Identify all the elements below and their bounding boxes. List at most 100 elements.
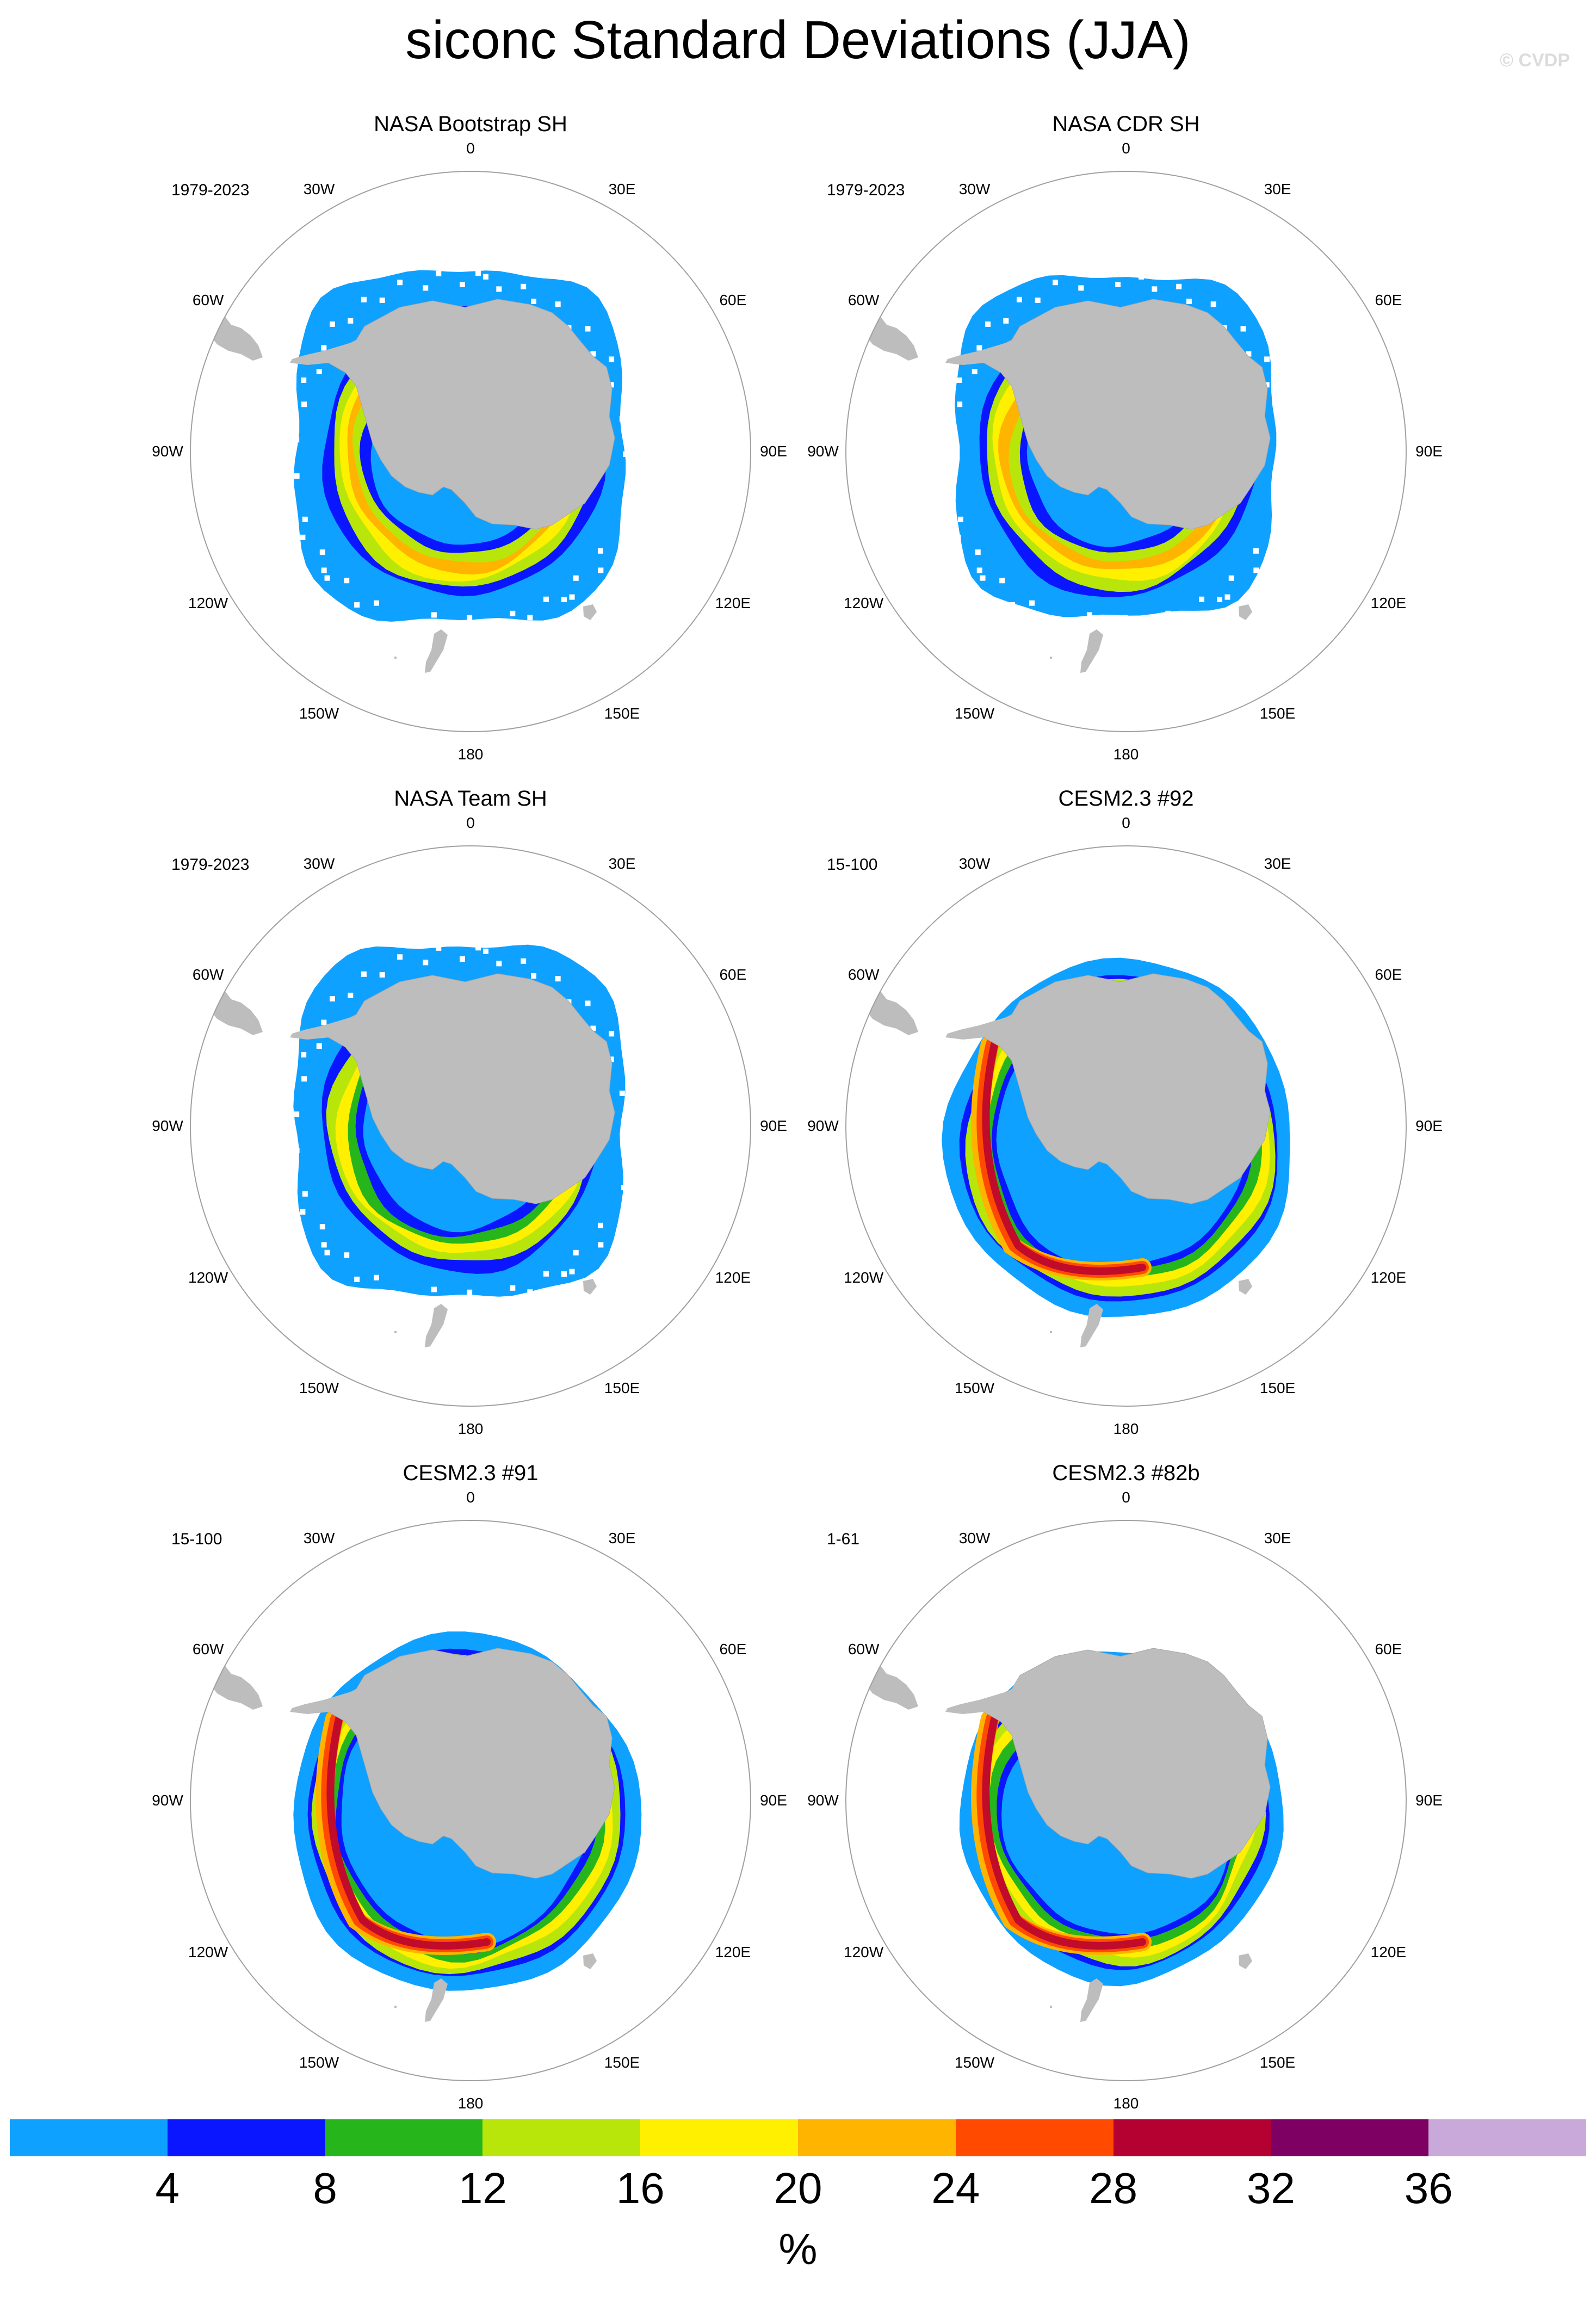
edge-gap [1286,474,1292,480]
edge-gap [569,594,575,600]
edge-gap [608,382,614,388]
antarctica-landmass [973,299,1271,530]
polar-map [845,845,1407,1407]
south-america-landmass [853,303,918,361]
island-landmass [394,657,397,659]
tasmania-landmass [1239,604,1252,620]
edge-gap [975,549,981,555]
longitude-label: 30E [1264,1529,1291,1547]
longitude-label: 60E [1375,291,1402,308]
edge-gap [608,1056,614,1062]
longitude-label: 0 [1122,140,1130,157]
edge-gap [1186,299,1192,305]
longitude-label: 90E [760,1117,787,1134]
antarctic-peninsula [945,1017,1006,1040]
edge-gap [300,534,306,540]
edge-gap [527,615,533,621]
edge-gap [1253,548,1259,554]
panel-period: 15-100 [171,1530,222,1548]
longitude-label: 120W [844,1269,884,1286]
panel-period: 15-100 [827,856,878,874]
edge-gap [619,416,625,422]
edge-gap [294,1111,300,1117]
edge-gap [1264,382,1270,388]
edge-gap [321,1019,327,1025]
edge-gap [555,301,561,307]
edge-gap [460,282,465,287]
panel-period: 1979-2023 [171,181,250,199]
longitude-label: 90W [152,443,183,460]
edge-gap [475,945,481,951]
colorbar-tick-label: 28 [1089,2164,1138,2212]
colorbar-tick-label: 36 [1404,2164,1453,2212]
edge-gap [609,1031,615,1037]
edge-gap [302,1191,308,1197]
edge-gap [939,420,945,426]
edge-gap [543,1271,549,1277]
edge-gap [635,498,641,504]
edge-gap [397,280,403,286]
map-panel: NASA CDR SH 1979-2023 0 30E 60E 90E 120E 150E 18… [772,112,1480,797]
polar-map [190,1520,751,2081]
edge-gap [361,296,367,302]
longitude-label: 30W [958,1529,991,1547]
south-america-landmass [197,978,263,1035]
longitude-label: 0 [466,140,475,157]
longitude-label: 90E [760,443,787,460]
edge-gap [573,575,579,581]
longitude-label: 0 [1122,814,1130,831]
edge-gap [354,1276,360,1282]
tasmania-landmass [583,1279,597,1295]
polar-map [845,171,1407,732]
edge-gap [1199,596,1204,602]
longitude-label: 30W [303,855,335,872]
edge-gap [1053,280,1059,286]
panel-period: 1979-2023 [827,181,905,199]
longitude-label: 150E [604,705,640,722]
map-panel: CESM2.3 #92 15-100 0 30E 60E 90E 120E 150E 180 15… [772,786,1480,1471]
figure-title: siconc Standard Deviations (JJA) [405,10,1191,70]
longitude-label: 120E [715,1269,751,1286]
edge-gap [598,567,604,573]
edge-gap [389,1296,395,1302]
polar-map [190,171,751,732]
longitude-label: 150E [604,1380,640,1397]
edge-gap [496,286,502,292]
longitude-label: 180 [457,746,484,763]
edge-gap [1176,283,1182,289]
map-content [197,270,647,673]
edge-gap [354,602,360,608]
antarctic-peninsula [945,343,1006,365]
longitude-label: 180 [1113,746,1139,763]
edge-gap [348,992,354,998]
longitude-label: 0 [466,814,475,831]
longitude-label: 30W [958,180,991,197]
edge-gap [281,1134,287,1140]
edge-gap [531,973,537,979]
edge-gap [324,575,330,581]
longitude-label: 30E [1264,180,1291,197]
edge-gap [621,510,627,516]
edge-gap [510,1285,516,1291]
new-zealand-landmass [425,629,448,673]
edge-gap [301,377,307,383]
edge-gap [288,1088,294,1094]
new-zealand-landmass [1080,1978,1103,2022]
edge-gap [1035,298,1041,304]
south-america-landmass [853,978,918,1035]
edge-gap [573,1250,579,1255]
antarctica-landmass [317,973,615,1204]
edge-gap [475,270,481,276]
edge-gap [1210,301,1216,307]
longitude-label: 150W [954,2054,995,2071]
edge-gap [321,345,327,351]
edge-gap [943,413,949,419]
edge-gap [389,622,395,628]
longitude-label: 120W [188,1943,228,1960]
edge-gap [632,1111,638,1117]
map-content [197,1631,642,2022]
map-boundary-circle [190,1520,751,2081]
longitude-label: 150E [1259,2054,1296,2071]
map-boundary-circle [845,171,1407,732]
longitude-label: 150W [299,1380,339,1397]
